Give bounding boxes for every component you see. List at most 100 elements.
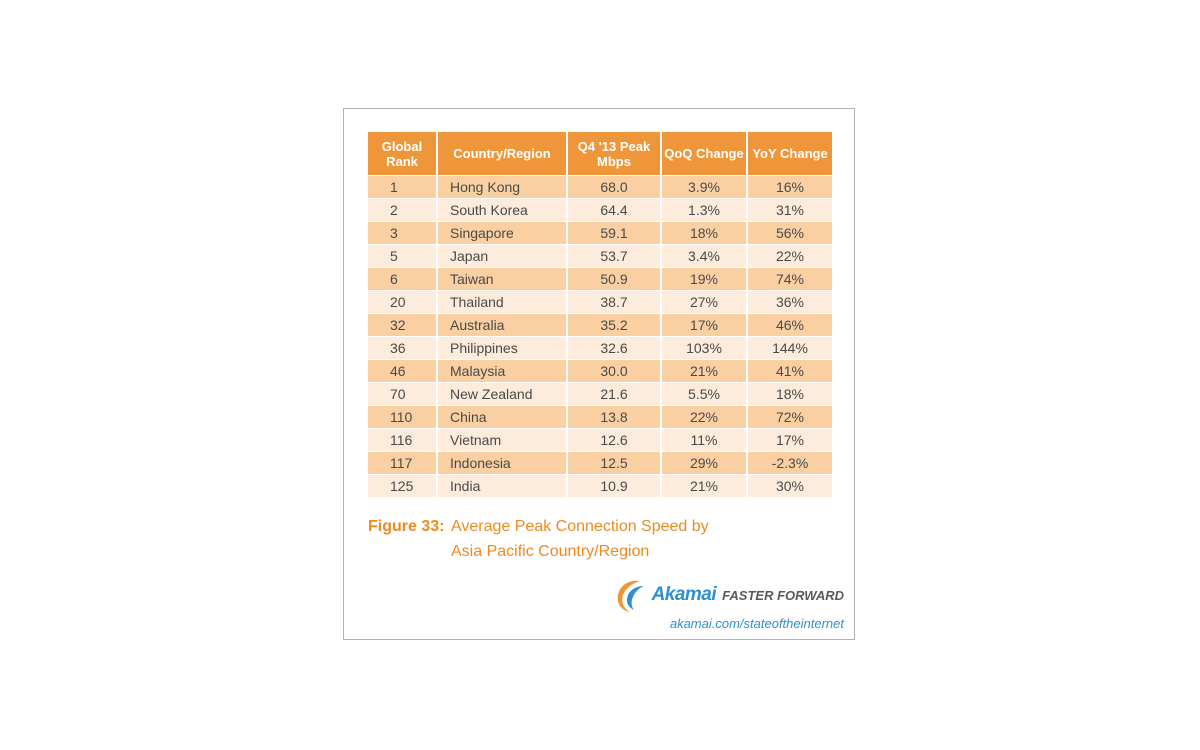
yoy-change-cell: 17% bbox=[748, 429, 832, 452]
figure-card: Global Rank Country/Region Q4 '13 Peak M… bbox=[343, 108, 855, 640]
rank-cell: 125 bbox=[368, 475, 436, 498]
rank-cell: 5 bbox=[368, 245, 436, 268]
table-row: 46 Malaysia 30.0 21% 41% bbox=[368, 360, 832, 383]
qoq-change-cell: 21% bbox=[662, 475, 746, 498]
rank-cell: 46 bbox=[368, 360, 436, 383]
country-cell: Singapore bbox=[438, 222, 566, 245]
peak-mbps-cell: 12.5 bbox=[568, 452, 660, 475]
country-cell: Indonesia bbox=[438, 452, 566, 475]
peak-mbps-cell: 35.2 bbox=[568, 314, 660, 337]
table-row: 116 Vietnam 12.6 11% 17% bbox=[368, 429, 832, 452]
table-body: 1 Hong Kong 68.0 3.9% 16% 2 South Korea 64.4 1.3… bbox=[368, 176, 832, 498]
peak-mbps-cell: 59.1 bbox=[568, 222, 660, 245]
figure-title: Average Peak Connection Speed by Asia Pa… bbox=[451, 518, 709, 560]
peak-mbps-cell: 50.9 bbox=[568, 268, 660, 291]
qoq-change-cell: 3.9% bbox=[662, 176, 746, 199]
yoy-change-cell: -2.3% bbox=[748, 452, 832, 475]
tagline: FASTER FORWARD bbox=[722, 587, 844, 603]
table-row: 1 Hong Kong 68.0 3.9% 16% bbox=[368, 176, 832, 199]
qoq-change-cell: 27% bbox=[662, 291, 746, 314]
rank-cell: 20 bbox=[368, 291, 436, 314]
country-cell: Vietnam bbox=[438, 429, 566, 452]
table-row: 3 Singapore 59.1 18% 56% bbox=[368, 222, 832, 245]
peak-mbps-cell: 53.7 bbox=[568, 245, 660, 268]
peak-mbps-cell: 32.6 bbox=[568, 337, 660, 360]
column-header-global-rank: Global Rank bbox=[368, 132, 436, 176]
yoy-change-cell: 56% bbox=[748, 222, 832, 245]
yoy-change-cell: 144% bbox=[748, 337, 832, 360]
country-cell: Japan bbox=[438, 245, 566, 268]
akamai-logo: Akamai FASTER FORWARD bbox=[610, 577, 844, 613]
rank-cell: 1 bbox=[368, 176, 436, 199]
yoy-change-cell: 36% bbox=[748, 291, 832, 314]
column-header-qoq-change: QoQ Change bbox=[662, 132, 746, 176]
yoy-change-cell: 72% bbox=[748, 406, 832, 429]
country-cell: Philippines bbox=[438, 337, 566, 360]
rank-cell: 6 bbox=[368, 268, 436, 291]
figure-label: Figure 33: bbox=[368, 518, 445, 535]
yoy-change-cell: 31% bbox=[748, 199, 832, 222]
rank-cell: 117 bbox=[368, 452, 436, 475]
table-row: 32 Australia 35.2 17% 46% bbox=[368, 314, 832, 337]
rank-cell: 2 bbox=[368, 199, 436, 222]
table-row: 36 Philippines 32.6 103% 144% bbox=[368, 337, 832, 360]
country-cell: New Zealand bbox=[438, 383, 566, 406]
peak-mbps-cell: 64.4 bbox=[568, 199, 660, 222]
yoy-change-cell: 18% bbox=[748, 383, 832, 406]
website-link[interactable]: akamai.com/stateoftheinternet bbox=[669, 616, 844, 631]
table-row: 20 Thailand 38.7 27% 36% bbox=[368, 291, 832, 314]
rank-cell: 110 bbox=[368, 406, 436, 429]
yoy-change-cell: 30% bbox=[748, 475, 832, 498]
peak-mbps-cell: 21.6 bbox=[568, 383, 660, 406]
peak-mbps-cell: 10.9 bbox=[568, 475, 660, 498]
country-cell: China bbox=[438, 406, 566, 429]
table-row: 70 New Zealand 21.6 5.5% 18% bbox=[368, 383, 832, 406]
qoq-change-cell: 18% bbox=[662, 222, 746, 245]
country-cell: Thailand bbox=[438, 291, 566, 314]
column-header-yoy-change: YoY Change bbox=[748, 132, 832, 176]
qoq-change-cell: 3.4% bbox=[662, 245, 746, 268]
country-cell: South Korea bbox=[438, 199, 566, 222]
table-header-row: Global Rank Country/Region Q4 '13 Peak M… bbox=[368, 132, 832, 176]
yoy-change-cell: 22% bbox=[748, 245, 832, 268]
qoq-change-cell: 22% bbox=[662, 406, 746, 429]
qoq-change-cell: 103% bbox=[662, 337, 746, 360]
qoq-change-cell: 19% bbox=[662, 268, 746, 291]
table-row: 6 Taiwan 50.9 19% 74% bbox=[368, 268, 832, 291]
peak-mbps-cell: 38.7 bbox=[568, 291, 660, 314]
peak-mbps-cell: 30.0 bbox=[568, 360, 660, 383]
table-row: 110 China 13.8 22% 72% bbox=[368, 406, 832, 429]
qoq-change-cell: 1.3% bbox=[662, 199, 746, 222]
rank-cell: 32 bbox=[368, 314, 436, 337]
qoq-change-cell: 21% bbox=[662, 360, 746, 383]
country-cell: Hong Kong bbox=[438, 176, 566, 199]
peak-speed-table: Global Rank Country/Region Q4 '13 Peak M… bbox=[366, 132, 834, 498]
country-cell: Australia bbox=[438, 314, 566, 337]
akamai-wave-logo-icon bbox=[617, 580, 644, 612]
yoy-change-cell: 74% bbox=[748, 268, 832, 291]
rank-cell: 3 bbox=[368, 222, 436, 245]
country-cell: Malaysia bbox=[438, 360, 566, 383]
qoq-change-cell: 17% bbox=[662, 314, 746, 337]
table-row: 117 Indonesia 12.5 29% -2.3% bbox=[368, 452, 832, 475]
column-header-peak-mbps: Q4 '13 Peak Mbps bbox=[568, 132, 660, 176]
column-header-country: Country/Region bbox=[438, 132, 566, 176]
table-row: 125 India 10.9 21% 30% bbox=[368, 475, 832, 498]
peak-mbps-cell: 13.8 bbox=[568, 406, 660, 429]
yoy-change-cell: 16% bbox=[748, 176, 832, 199]
qoq-change-cell: 29% bbox=[662, 452, 746, 475]
qoq-change-cell: 11% bbox=[662, 429, 746, 452]
rank-cell: 70 bbox=[368, 383, 436, 406]
peak-mbps-cell: 68.0 bbox=[568, 176, 660, 199]
rank-cell: 36 bbox=[368, 337, 436, 360]
yoy-change-cell: 41% bbox=[748, 360, 832, 383]
country-cell: India bbox=[438, 475, 566, 498]
qoq-change-cell: 5.5% bbox=[662, 383, 746, 406]
table-row: 2 South Korea 64.4 1.3% 31% bbox=[368, 199, 832, 222]
akamai-wordmark: Akamai bbox=[651, 584, 717, 605]
yoy-change-cell: 46% bbox=[748, 314, 832, 337]
rank-cell: 116 bbox=[368, 429, 436, 452]
peak-mbps-cell: 12.6 bbox=[568, 429, 660, 452]
country-cell: Taiwan bbox=[438, 268, 566, 291]
table-row: 5 Japan 53.7 3.4% 22% bbox=[368, 245, 832, 268]
